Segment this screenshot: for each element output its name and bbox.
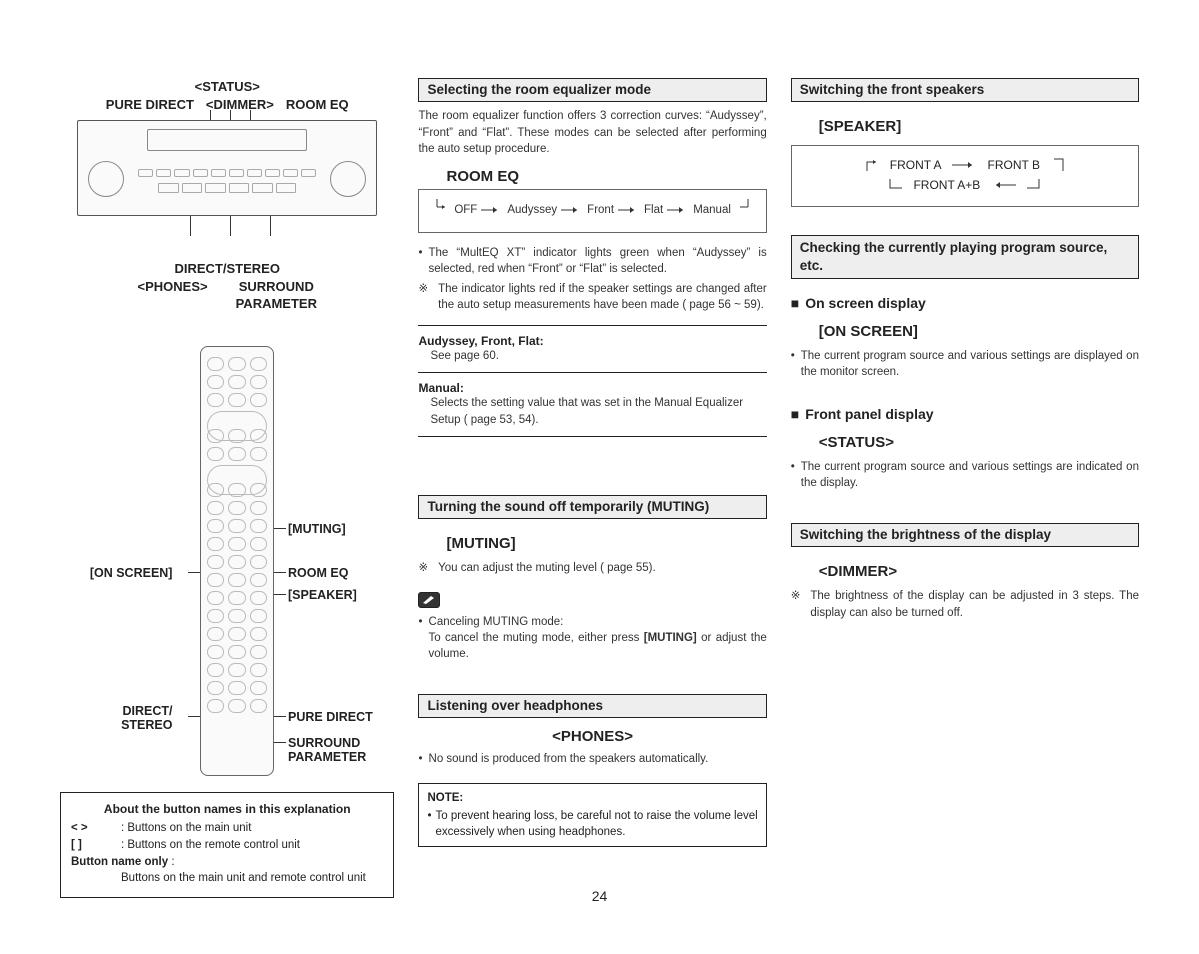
- bullet-muting-level: You can adjust the muting level ( page 5…: [438, 560, 656, 576]
- legend-txt-remote: : Buttons on the remote control unit: [121, 837, 300, 854]
- title-muting: Turning the sound off temporarily (MUTIN…: [418, 495, 766, 519]
- speaker-flow: FRONT A FRONT B FRONT A+B: [791, 145, 1139, 207]
- mini-manual-title: Manual:: [418, 381, 766, 395]
- remote-label-muting: [MUTING]: [288, 522, 346, 536]
- remote-label-roomeq: ROOM EQ: [288, 566, 348, 580]
- leader-lines-bottom: [60, 216, 394, 236]
- remote-illustration: [MUTING] ROOM EQ [SPEAKER] PURE DIRECT S…: [60, 346, 394, 786]
- bullet-no-sound: No sound is produced from the speakers a…: [429, 751, 709, 767]
- heading-front-panel: Front panel display: [791, 406, 1139, 422]
- note-box: NOTE: •To prevent hearing loss, be caref…: [418, 783, 766, 847]
- legend-txt-both: Buttons on the main unit and remote cont…: [121, 870, 383, 887]
- flow-front-b: FRONT B: [988, 158, 1040, 172]
- room-eq-bullets: •The “MultEQ XT” indicator lights green …: [418, 245, 766, 317]
- label-phones: <PHONES>: [138, 278, 208, 313]
- flow-front-ab: FRONT A+B: [913, 178, 980, 192]
- flow-front-a: FRONT A: [890, 158, 942, 172]
- label-surround: SURROUND: [239, 279, 314, 294]
- title-front-speakers: Switching the front speakers: [791, 78, 1139, 102]
- flow-off: OFF: [454, 204, 477, 216]
- title-headphones: Listening over headphones: [418, 694, 766, 718]
- label-dimmer: <DIMMER>: [206, 96, 274, 114]
- label-room-eq: ROOM EQ: [286, 96, 349, 114]
- title-checking-source: Checking the currently playing program s…: [791, 235, 1139, 279]
- pencil-icon: [418, 592, 440, 608]
- flow-manual: Manual: [693, 204, 731, 216]
- legend-box: About the button names in this explanati…: [60, 792, 394, 898]
- bullet-status-body: The current program source and various s…: [801, 459, 1139, 491]
- cancel-muting: Canceling MUTING mode: To cancel the mut…: [429, 614, 767, 662]
- remote-label-onscreen: [ON SCREEN]: [90, 566, 173, 580]
- title-room-eq-mode: Selecting the room equalizer mode: [418, 78, 766, 102]
- legend-txt-main: : Buttons on the main unit: [121, 820, 251, 837]
- sub-dimmer: <DIMMER>: [819, 563, 1139, 580]
- bullet-indicator-red: The indicator lights red if the speaker …: [438, 281, 767, 313]
- middle-column: Selecting the room equalizer mode The ro…: [418, 78, 766, 934]
- mini-manual-body: Selects the setting value that was set i…: [430, 395, 766, 427]
- flow-audyssey: Audyssey: [507, 204, 557, 216]
- heading-onscreen-display: On screen display: [791, 295, 1139, 311]
- label-parameter: PARAMETER: [236, 296, 317, 311]
- note-label: NOTE:: [427, 790, 757, 806]
- legend-sym-angle: < >: [71, 820, 113, 837]
- flow-front: Front: [587, 204, 614, 216]
- receiver-bottom-labels: DIRECT/STEREO <PHONES> SURROUND PARAMETE…: [60, 260, 394, 313]
- remote-label-direct-a: DIRECT/: [122, 704, 172, 718]
- remote-drawing: [200, 346, 274, 776]
- manual-page: <STATUS> PURE DIRECT <DIMMER> ROOM EQ: [0, 0, 1199, 954]
- receiver-drawing: [77, 120, 377, 216]
- sub-speaker: [SPEAKER]: [819, 118, 1139, 135]
- title-brightness: Switching the brightness of the display: [791, 523, 1139, 547]
- legend-sym-square: [ ]: [71, 837, 113, 854]
- remote-label-speaker: [SPEAKER]: [288, 588, 357, 602]
- remote-label-direct-b: STEREO: [121, 718, 172, 732]
- bullet-multeq: The “MultEQ XT” indicator lights green w…: [429, 245, 767, 277]
- sub-status: <STATUS>: [819, 434, 1139, 451]
- remote-label-puredirect: PURE DIRECT: [288, 710, 373, 724]
- flow-flat: Flat: [644, 204, 663, 216]
- page-number: 24: [592, 888, 608, 904]
- label-direct-stereo: DIRECT/STEREO: [60, 260, 394, 278]
- mini-audyssey-title: Audyssey, Front, Flat:: [418, 334, 766, 348]
- legend-bn-colon: :: [168, 856, 174, 868]
- mini-audyssey-body: See page 60.: [430, 348, 766, 364]
- label-status: <STATUS>: [60, 78, 394, 96]
- sub-muting: [MUTING]: [446, 535, 766, 552]
- remote-label-surround-a: SURROUND: [288, 736, 360, 750]
- left-column: <STATUS> PURE DIRECT <DIMMER> ROOM EQ: [60, 78, 394, 934]
- receiver-illustration: <STATUS> PURE DIRECT <DIMMER> ROOM EQ: [60, 78, 394, 338]
- sub-phones: <PHONES>: [418, 728, 766, 745]
- note-body: To prevent hearing loss, be careful not …: [436, 808, 758, 840]
- label-pure-direct: PURE DIRECT: [106, 96, 194, 114]
- sub-onscreen: [ON SCREEN]: [819, 323, 1139, 340]
- right-column: Switching the front speakers [SPEAKER] F…: [791, 78, 1139, 934]
- legend-title: About the button names in this explanati…: [71, 801, 383, 818]
- bullet-onscreen-body: The current program source and various s…: [801, 348, 1139, 380]
- body-room-eq-intro: The room equalizer function offers 3 cor…: [418, 108, 766, 158]
- remote-label-surround-b: PARAMETER: [288, 750, 366, 764]
- sub-room-eq: ROOM EQ: [446, 168, 766, 185]
- legend-bn-label: Button name only: [71, 856, 168, 868]
- receiver-top-labels: <STATUS> PURE DIRECT <DIMMER> ROOM EQ: [60, 78, 394, 114]
- room-eq-flow: OFF Audyssey Front Flat Manual: [418, 189, 766, 233]
- bullet-dimmer-body: The brightness of the display can be adj…: [810, 588, 1139, 620]
